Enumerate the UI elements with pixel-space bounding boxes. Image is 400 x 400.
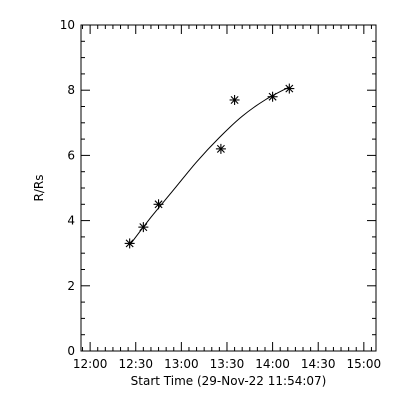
plot-frame (80, 24, 377, 352)
fit-curve (129, 86, 290, 246)
x-tick-label: 13:00 (164, 357, 199, 371)
y-tick-label: 2 (67, 279, 75, 293)
axis-tick-labels: 12:00 12:30 13:00 13:30 14:00 14:30 15:00 0 2 4 6 8… (60, 18, 381, 371)
y-tick-label: 10 (60, 18, 75, 32)
x-tick-label: 12:30 (118, 357, 153, 371)
data-point (138, 222, 149, 233)
data-point (284, 83, 295, 94)
data-points (124, 83, 295, 249)
data-point (124, 238, 135, 249)
data-point (215, 143, 226, 154)
y-axis-label: R/Rs (32, 175, 46, 202)
x-tick-label: 13:30 (210, 357, 245, 371)
axis-ticks (81, 24, 376, 352)
data-point (229, 94, 240, 105)
x-tick-label: 14:00 (255, 357, 290, 371)
x-tick-label: 12:00 (73, 357, 108, 371)
y-tick-label: 8 (67, 83, 75, 97)
y-tick-label: 4 (67, 214, 75, 228)
y-tick-label: 0 (67, 344, 75, 358)
x-tick-label: 14:30 (301, 357, 336, 371)
data-point (267, 91, 278, 102)
data-point (153, 199, 164, 210)
x-axis-label: Start Time (29-Nov-22 11:54:07) (131, 374, 327, 388)
x-tick-label: 15:00 (347, 357, 382, 371)
y-tick-label: 6 (67, 148, 75, 162)
